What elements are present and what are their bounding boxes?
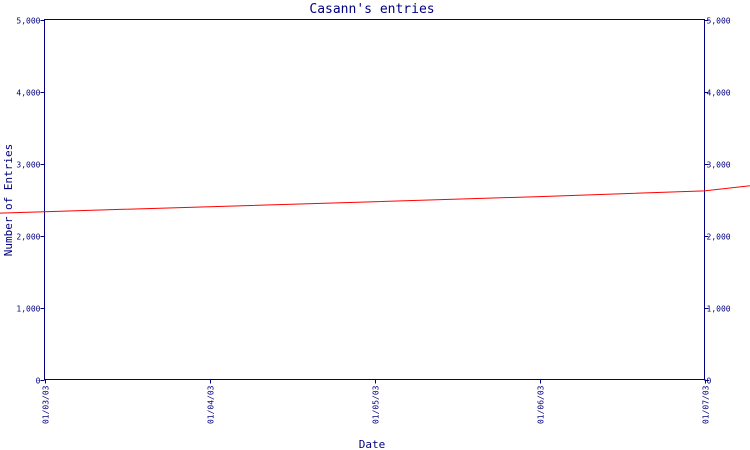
- chart-title: Casann's entries: [309, 2, 434, 17]
- x-axis-ticks: 01/03/03 01/04/03 01/05/03 01/06/03 01/07/03: [42, 379, 711, 424]
- y-tick-label-right: 0: [707, 377, 712, 386]
- y-axis-label: Number of Entries: [2, 144, 15, 257]
- series-layer: [0, 185, 750, 214]
- y-tick-label-left: 4,000: [16, 89, 40, 98]
- y-tick-label-right: 3,000: [707, 161, 731, 170]
- y-tick-label-left: 5,000: [16, 17, 40, 26]
- y-tick-label-right: 2,000: [707, 233, 731, 242]
- y-axis-ticks: 0 0 1,000 1,000 2,000 2,000 3,000 3,000 4,000 4,0…: [16, 17, 730, 386]
- x-tick-label: 01/07/03: [702, 385, 711, 424]
- x-tick-label: 01/04/03: [207, 385, 216, 424]
- y-tick-label-right: 1,000: [707, 305, 731, 314]
- y-tick-label-left: 0: [36, 377, 41, 386]
- y-tick-label-left: 2,000: [16, 233, 40, 242]
- x-tick-label: 01/03/03: [42, 385, 51, 424]
- x-tick-label: 01/06/03: [537, 385, 546, 424]
- plot-frame: [44, 19, 705, 380]
- x-axis-label: Date: [359, 438, 386, 450]
- y-tick-label-right: 5,000: [707, 17, 731, 26]
- y-tick-label-right: 4,000: [707, 89, 731, 98]
- y-tick-label-left: 1,000: [16, 305, 40, 314]
- y-tick-label-left: 3,000: [16, 161, 40, 170]
- series-line: [0, 185, 750, 214]
- x-tick-label: 01/05/03: [372, 385, 381, 424]
